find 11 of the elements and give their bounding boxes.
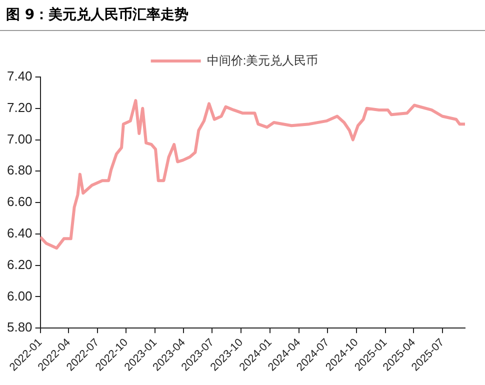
y-tick-label: 6.20: [6, 256, 32, 272]
y-tick-label: 6.60: [6, 194, 32, 210]
y-tick-label: 7.20: [6, 100, 32, 115]
y-tick-label: 6.80: [6, 162, 32, 178]
y-tick-label: 6.40: [6, 226, 32, 241]
legend-label: 中间价:美元兑人民币: [206, 53, 318, 68]
y-tick-label: 5.80: [6, 320, 32, 335]
y-tick-label: 7.40: [6, 68, 32, 84]
y-tick-label: 6.00: [6, 288, 32, 304]
chart-title: 图 9：美元兑人民币汇率走势: [0, 0, 485, 31]
y-tick-label: 7.00: [6, 131, 32, 146]
